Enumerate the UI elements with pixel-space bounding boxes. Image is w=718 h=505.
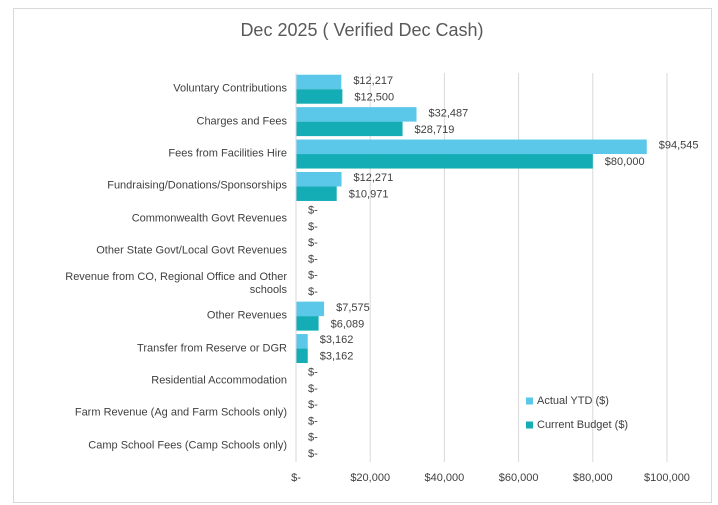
y-tick-label: Fees from Facilities Hire [168, 147, 287, 160]
value-label: $10,971 [349, 189, 389, 201]
legend-label: Current Budget ($) [537, 419, 628, 431]
bar [296, 139, 647, 155]
x-tick-label: $60,000 [499, 472, 539, 484]
bar [296, 89, 343, 104]
bar [296, 171, 342, 187]
value-label: $32,487 [429, 107, 469, 119]
value-label: $- [308, 221, 318, 233]
value-label: $- [308, 237, 318, 249]
value-label: $- [308, 269, 318, 281]
y-tick-label: Farm Revenue (Ag and Farm Schools only) [74, 406, 287, 419]
value-label: $12,271 [354, 172, 394, 184]
y-tick-label: Voluntary Contributions [173, 82, 287, 95]
y-tick-label: Revenue from CO, Regional Office and Oth… [65, 270, 287, 296]
x-tick-label: $- [291, 472, 301, 484]
bar [296, 107, 417, 122]
value-label: $- [308, 399, 318, 411]
x-tick-label: $100,000 [644, 472, 690, 484]
value-label: $12,217 [353, 75, 393, 87]
value-label: $- [308, 205, 318, 217]
bar [296, 154, 593, 169]
value-label: $- [308, 416, 318, 428]
bar [296, 334, 308, 349]
y-tick-label: Camp School Fees (Camp Schools only) [88, 439, 287, 452]
value-label: $7,575 [336, 302, 370, 314]
x-tick-label: $80,000 [573, 472, 613, 484]
bar [296, 316, 319, 331]
y-tick-label: Fundraising/Donations/Sponsorships [107, 179, 287, 192]
y-tick-label: Charges and Fees [196, 115, 288, 128]
legend-label: Actual YTD ($) [537, 395, 609, 407]
bar [296, 121, 403, 137]
value-label: $- [308, 448, 318, 460]
x-tick-label: $40,000 [425, 472, 465, 484]
y-tick-label: Transfer from Reserve or DGR [137, 342, 287, 355]
legend-swatch [526, 421, 533, 429]
y-tick-label: Commonwealth Govt Revenues [131, 212, 287, 225]
chart-border [13, 8, 712, 503]
value-label: $80,000 [605, 156, 645, 168]
value-label: $- [308, 367, 318, 379]
value-label: $12,500 [354, 91, 394, 103]
value-label: $- [308, 253, 318, 265]
value-label: $94,545 [659, 140, 699, 152]
bar [296, 74, 342, 90]
value-label: $6,089 [331, 318, 365, 330]
value-label: $- [308, 431, 318, 443]
bar [296, 301, 325, 317]
x-tick-label: $20,000 [350, 472, 390, 484]
bar [296, 348, 308, 364]
y-tick-label: Other Revenues [206, 309, 287, 322]
chart-title: Dec 2025 ( Verified Dec Cash) [240, 20, 483, 40]
y-tick-label: Residential Accommodation [151, 374, 287, 387]
value-label: $28,719 [415, 124, 455, 136]
legend-swatch [526, 397, 533, 405]
y-tick-label: Other State Govt/Local Govt Revenues [96, 244, 287, 257]
value-label: $3,162 [320, 334, 354, 346]
value-label: $- [308, 286, 318, 298]
value-label: $3,162 [320, 351, 354, 363]
value-label: $- [308, 383, 318, 395]
bar [296, 186, 337, 201]
